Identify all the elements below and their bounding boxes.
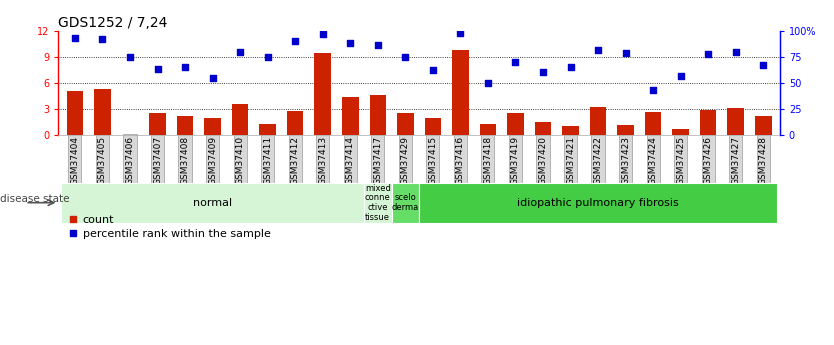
Text: GDS1252 / 7,24: GDS1252 / 7,24	[58, 16, 168, 30]
Text: mixed
conne
ctive
tissue: mixed conne ctive tissue	[364, 184, 390, 222]
Bar	[61, 183, 364, 223]
Bar	[232, 104, 249, 135]
Point	[151, 67, 164, 72]
Point	[316, 31, 329, 37]
Bar	[364, 183, 391, 223]
Point	[234, 49, 247, 55]
Point	[123, 54, 137, 60]
Point	[619, 50, 632, 56]
Bar	[617, 125, 634, 135]
Point	[646, 87, 660, 93]
Bar	[535, 122, 551, 135]
Bar	[67, 91, 83, 135]
Point	[564, 65, 577, 70]
Bar	[342, 97, 359, 135]
Point	[701, 51, 715, 57]
Point	[68, 36, 82, 41]
Bar	[397, 113, 414, 135]
Text: idiopathic pulmonary fibrosis: idiopathic pulmonary fibrosis	[517, 198, 679, 208]
Bar	[204, 118, 221, 135]
Point	[729, 49, 742, 55]
Legend: count, percentile rank within the sample: count, percentile rank within the sample	[64, 211, 275, 243]
Bar	[177, 117, 193, 135]
Point	[426, 68, 440, 73]
Point	[481, 80, 495, 86]
Bar	[700, 110, 716, 135]
Bar	[672, 129, 689, 135]
Point	[371, 42, 384, 47]
Bar	[419, 183, 777, 223]
Bar	[94, 89, 111, 135]
Point	[178, 65, 192, 70]
Text: disease state: disease state	[0, 194, 69, 204]
Bar	[369, 95, 386, 135]
Text: scelo
derma: scelo derma	[392, 193, 419, 212]
Bar	[452, 50, 469, 135]
Point	[509, 59, 522, 65]
Bar	[507, 113, 524, 135]
Bar	[425, 118, 441, 135]
Point	[289, 39, 302, 44]
Point	[96, 37, 109, 42]
Bar	[259, 124, 276, 135]
Point	[454, 30, 467, 36]
Bar	[480, 124, 496, 135]
Bar	[755, 117, 771, 135]
Point	[344, 41, 357, 46]
Point	[756, 62, 770, 68]
Bar	[287, 111, 304, 135]
Point	[206, 75, 219, 80]
Point	[536, 70, 550, 75]
Bar	[645, 112, 661, 135]
Point	[674, 73, 687, 78]
Bar	[391, 183, 419, 223]
Point	[591, 47, 605, 52]
Bar	[314, 52, 331, 135]
Bar	[149, 113, 166, 135]
Text: normal: normal	[193, 198, 232, 208]
Bar	[590, 107, 606, 135]
Bar	[562, 126, 579, 135]
Point	[399, 54, 412, 60]
Bar	[727, 108, 744, 135]
Point	[261, 54, 274, 60]
